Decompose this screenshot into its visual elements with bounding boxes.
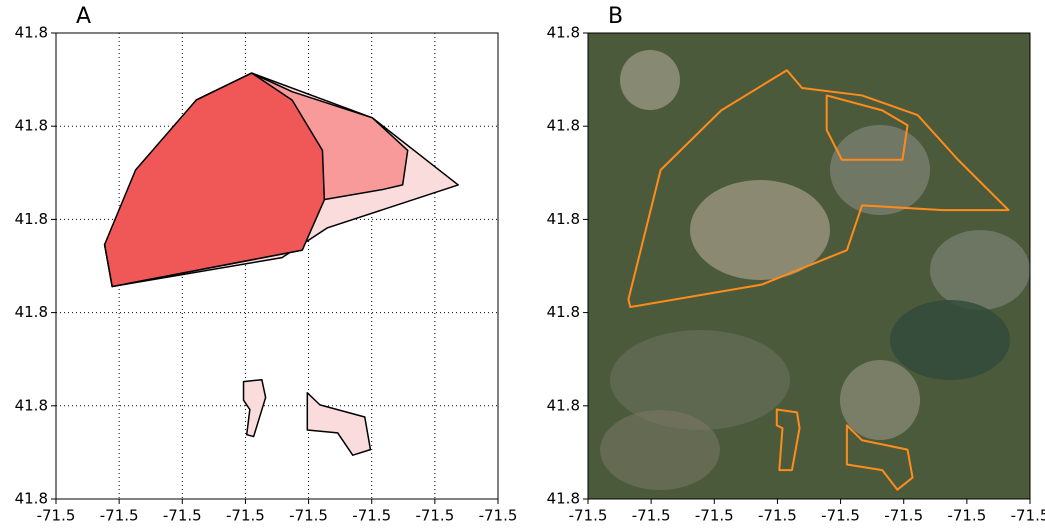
y-tick-label: 41.8 bbox=[547, 210, 580, 228]
x-tick-label: -71.5 bbox=[226, 507, 265, 525]
x-tick-label: -71.5 bbox=[821, 507, 860, 525]
x-tick-label: -71.5 bbox=[884, 507, 923, 525]
y-tick-label: 41.8 bbox=[15, 396, 48, 414]
x-tick-label: -71.5 bbox=[163, 507, 202, 525]
x-tick-label: -71.5 bbox=[758, 507, 797, 525]
x-tick-label: -71.5 bbox=[479, 507, 518, 525]
x-tick-label: -71.5 bbox=[947, 507, 986, 525]
x-tick-label: -71.5 bbox=[632, 507, 671, 525]
x-tick-label: -71.5 bbox=[100, 507, 139, 525]
y-tick-label: 41.8 bbox=[15, 24, 48, 42]
region bbox=[307, 393, 370, 455]
y-tick-label: 41.8 bbox=[547, 396, 580, 414]
region bbox=[244, 380, 266, 437]
x-tick-label: -71.5 bbox=[289, 507, 328, 525]
y-tick-label: 41.8 bbox=[15, 117, 48, 135]
x-tick-label: -71.5 bbox=[1011, 507, 1045, 525]
y-tick-label: 41.8 bbox=[15, 210, 48, 228]
x-tick-label: -71.5 bbox=[37, 507, 76, 525]
x-tick-label: -71.5 bbox=[352, 507, 391, 525]
y-tick-label: 41.8 bbox=[547, 490, 580, 508]
x-tick-label: -71.5 bbox=[695, 507, 734, 525]
y-tick-label: 41.8 bbox=[547, 24, 580, 42]
panel-label: B bbox=[608, 4, 623, 29]
region bbox=[105, 73, 325, 286]
y-tick-label: 41.8 bbox=[547, 303, 580, 321]
y-tick-label: 41.8 bbox=[15, 490, 48, 508]
y-tick-label: 41.8 bbox=[15, 303, 48, 321]
panel-label: A bbox=[76, 4, 91, 29]
figure: -71.5 -71.5 -71.5 -71.5 -71.5 -71.5 -71.5 -71.5… bbox=[0, 0, 1045, 528]
y-tick-label: 41.8 bbox=[547, 117, 580, 135]
x-tick-label: -71.5 bbox=[569, 507, 608, 525]
x-tick-label: -71.5 bbox=[415, 507, 454, 525]
